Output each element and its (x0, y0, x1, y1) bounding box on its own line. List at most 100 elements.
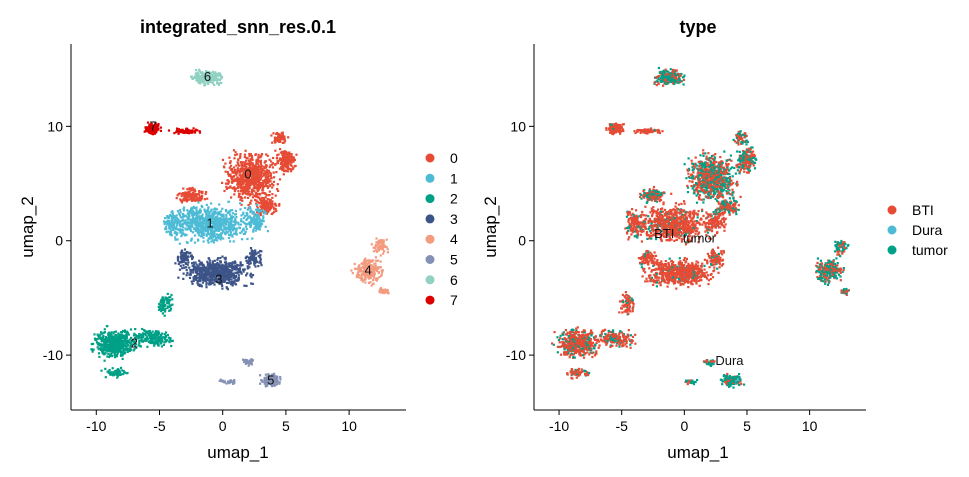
point-cluster-2 (169, 338, 172, 342)
point-cluster-4 (377, 266, 380, 269)
point-cluster-1 (262, 220, 265, 223)
point-cluster-2 (139, 333, 143, 336)
y-tick-label: -10 (43, 347, 63, 363)
point-cluster-0 (198, 191, 201, 194)
point-cluster-1 (222, 220, 225, 223)
point-cluster-2 (97, 334, 100, 337)
point-cluster-1 (214, 207, 217, 210)
point-cluster-2 (109, 373, 112, 376)
point-cluster-1 (180, 235, 183, 238)
point-cluster-2 (111, 351, 114, 354)
point-cluster-3 (208, 268, 211, 271)
point-cluster-3 (182, 253, 185, 256)
point-cluster-3 (177, 276, 180, 279)
point-cluster-1 (235, 227, 238, 230)
point-cluster-0 (190, 198, 193, 201)
point-cluster-2 (113, 370, 116, 373)
point-cluster-1 (240, 220, 243, 223)
point-cluster-2 (110, 334, 113, 337)
point-cluster-1 (264, 212, 267, 215)
point-cluster-1 (257, 208, 260, 211)
point-cluster-1 (213, 235, 217, 238)
point-cluster-0 (234, 154, 237, 157)
point-cluster-0 (241, 182, 244, 186)
point-cluster-0 (257, 188, 260, 191)
point-cluster-1 (191, 219, 194, 222)
point-cluster-1 (205, 215, 208, 218)
point-cluster-2 (163, 338, 166, 341)
point-cluster-7 (190, 130, 193, 133)
point-cluster-2 (134, 343, 137, 346)
point-cluster-2 (108, 338, 111, 341)
point-cluster-0 (731, 188, 734, 191)
point-cluster-1 (174, 238, 177, 241)
point-cluster-1 (163, 221, 167, 224)
point-cluster-0 (263, 201, 266, 204)
point-cluster-7 (149, 126, 152, 129)
point-cluster-6 (217, 72, 220, 75)
point-cluster-3 (186, 263, 189, 266)
point-cluster-6 (195, 76, 198, 79)
point-cluster-2 (149, 338, 152, 341)
point-cluster-2 (113, 338, 116, 341)
point-cluster-0 (699, 154, 702, 157)
point-cluster-0 (264, 196, 267, 199)
point-cluster-2 (163, 333, 166, 336)
point-cluster-2 (144, 338, 148, 341)
point-cluster-1 (249, 222, 252, 225)
point-cluster-3 (202, 265, 205, 268)
point-cluster-1 (210, 202, 213, 205)
point-cluster-2 (125, 346, 128, 349)
point-cluster-6 (207, 75, 210, 79)
point-cluster-2 (114, 330, 118, 333)
point-cluster-3 (230, 274, 233, 278)
point-cluster-0 (281, 141, 284, 144)
point-cluster-2 (109, 332, 112, 335)
point-cluster-1 (166, 215, 169, 218)
point-cluster-2 (170, 344, 173, 348)
point-cluster-0 (245, 163, 248, 166)
point-cluster-2 (146, 335, 149, 338)
point-cluster-4 (379, 245, 382, 248)
point-cluster-0 (240, 184, 243, 187)
point-cluster-1 (212, 236, 215, 239)
point-cluster-3 (207, 257, 210, 260)
point-cluster-1 (218, 222, 221, 225)
point-cluster-4 (374, 278, 378, 281)
point-cluster-0 (717, 190, 720, 193)
point-cluster-0 (245, 178, 248, 181)
point-cluster-2 (170, 293, 173, 297)
point-cluster-3 (178, 268, 181, 271)
point-cluster-1 (221, 230, 224, 233)
point-cluster-1 (216, 225, 219, 229)
point-cluster-0 (281, 153, 284, 156)
point-cluster-2 (111, 355, 114, 358)
point-cluster-3 (225, 274, 229, 277)
point-cluster-0 (269, 180, 272, 183)
point-cluster-2 (119, 336, 122, 339)
point-cluster-0 (279, 137, 283, 141)
point-cluster-4 (366, 269, 369, 272)
point-cluster-1 (207, 233, 210, 236)
point-cluster-2 (106, 350, 109, 353)
point-cluster-1 (204, 230, 207, 233)
point-cluster-3 (199, 268, 202, 271)
point-cluster-4 (355, 274, 359, 277)
point-cluster-2 (169, 309, 172, 312)
point-cluster-4 (359, 267, 363, 270)
point-cluster-1 (183, 206, 186, 209)
x-tick-label: -5 (153, 418, 166, 434)
point-cluster-4 (378, 266, 381, 269)
point-cluster-2 (150, 336, 154, 339)
chart-title: integrated_snn_res.0.1 (140, 17, 336, 37)
point-cluster-7 (146, 129, 149, 133)
point-cluster-1 (234, 217, 237, 220)
point-cluster-2 (126, 371, 129, 375)
point-cluster-3 (247, 259, 251, 262)
point-cluster-3 (198, 284, 201, 288)
point-cluster-3 (227, 272, 230, 275)
point-cluster-0 (225, 187, 228, 190)
point-cluster-1 (202, 220, 205, 223)
point-cluster-3 (259, 258, 262, 261)
point-cluster-0 (259, 193, 262, 196)
